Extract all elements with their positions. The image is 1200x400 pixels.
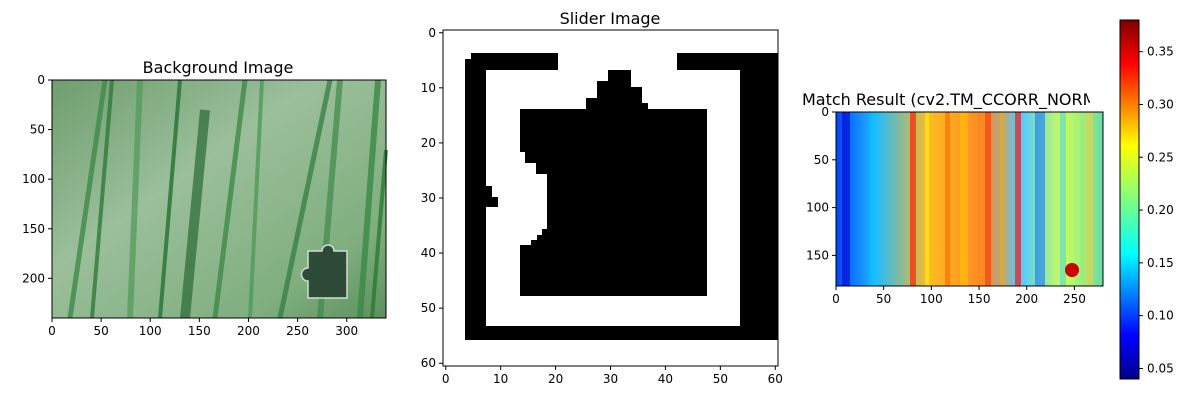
y-tick-label: 20: [421, 136, 436, 150]
x-axis: 0 50 100 150 200 250: [832, 286, 1086, 306]
y-tick-label: 100: [22, 172, 45, 186]
colorbar-tick-label: 0.05: [1147, 361, 1174, 375]
x-tick-label: 150: [968, 292, 991, 306]
x-tick-label: 60: [768, 372, 783, 386]
x-tick-label: 200: [1015, 292, 1038, 306]
y-tick-label: 60: [421, 356, 436, 370]
panel-title: Background Image: [143, 58, 294, 77]
panel-match-result: Match Result (cv2.TM_CCORR_NORMED) 0 50 10…: [802, 90, 1125, 306]
x-tick-label: 50: [93, 324, 108, 338]
panel-title: Slider Image: [560, 9, 661, 28]
x-tick-label: 50: [876, 292, 891, 306]
x-tick-label: 10: [493, 372, 508, 386]
x-tick-label: 100: [920, 292, 943, 306]
y-tick-label: 50: [421, 301, 436, 315]
colorbar-tick-label: 0.20: [1147, 203, 1174, 217]
x-tick-label: 100: [139, 324, 162, 338]
x-tick-label: 50: [713, 372, 728, 386]
y-tick-label: 50: [30, 123, 45, 137]
x-tick-label: 0: [832, 292, 840, 306]
y-axis: 0 10 20 30 40 50 60: [421, 26, 443, 370]
x-tick-label: 200: [237, 324, 260, 338]
colorbar-tick-label: 0.30: [1147, 97, 1174, 111]
heatmap: [836, 112, 1103, 286]
colorbar-tick-label: 0.35: [1147, 45, 1174, 59]
panel-background-image: Background Image 0 50 100 150 200 250 300 0 50 1…: [22, 58, 388, 338]
puzzle-piece-marker: [300, 244, 348, 299]
panel-slider-image: Slider Image 0 10 20 30 40 50 60 0 10 20 30 40 50 60: [421, 9, 783, 386]
y-tick-label: 200: [22, 271, 45, 285]
colorbar-gradient: [1119, 19, 1140, 380]
slider-mask: [443, 30, 778, 366]
y-tick-label: 100: [806, 201, 829, 215]
x-tick-label: 250: [286, 324, 309, 338]
y-tick-label: 30: [421, 191, 436, 205]
y-tick-label: 50: [814, 153, 829, 167]
y-tick-label: 0: [821, 105, 829, 119]
y-axis: 0 50 100 150: [806, 105, 836, 262]
y-tick-label: 0: [428, 26, 436, 40]
colorbar-tick-label: 0.10: [1147, 309, 1174, 323]
x-axis: 0 10 20 30 40 50 60: [442, 366, 783, 386]
y-tick-label: 10: [421, 81, 436, 95]
panel-title: Match Result (cv2.TM_CCORR_NORMED): [802, 90, 1125, 110]
plot-frame: [51, 79, 387, 319]
y-tick-label: 40: [421, 246, 436, 260]
y-tick-label: 150: [22, 222, 45, 236]
x-tick-label: 20: [548, 372, 563, 386]
colorbar-axis: 0.35 0.30 0.25 0.20 0.15 0.10 0.05: [1139, 45, 1174, 375]
x-tick-label: 250: [1063, 292, 1086, 306]
x-tick-label: 150: [188, 324, 211, 338]
x-tick-label: 0: [48, 324, 56, 338]
x-tick-label: 0: [442, 372, 450, 386]
colorbar: 0.35 0.30 0.25 0.20 0.15 0.10 0.05: [1119, 19, 1174, 380]
y-axis: 0 50 100 150 200: [22, 73, 52, 285]
x-tick-label: 30: [603, 372, 618, 386]
x-tick-label: 40: [658, 372, 673, 386]
colorbar-tick-label: 0.25: [1147, 150, 1174, 164]
y-tick-label: 0: [37, 73, 45, 87]
max-match-spot: [1065, 263, 1079, 277]
plot-frame: [835, 111, 1104, 287]
colorbar-tick-label: 0.15: [1147, 256, 1174, 270]
y-tick-label: 150: [806, 248, 829, 262]
x-axis: 0 50 100 150 200 250 300: [48, 318, 358, 338]
x-tick-label: 300: [335, 324, 358, 338]
